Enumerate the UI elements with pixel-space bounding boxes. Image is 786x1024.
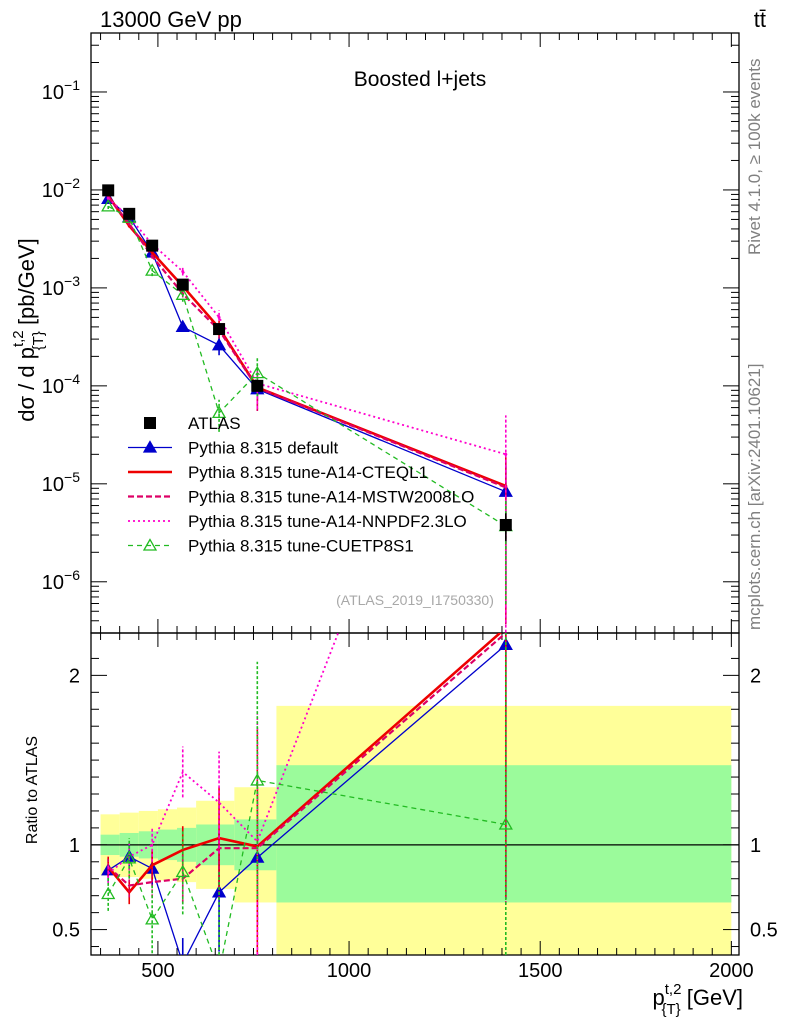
y-tick-label: 10−4 bbox=[42, 371, 80, 398]
analysis-watermark: (ATLAS_2019_I1750330) bbox=[336, 592, 494, 608]
ratio-point bbox=[145, 912, 160, 925]
legend-label: Pythia 8.315 tune-A14-NNPDF2.3LO bbox=[188, 512, 467, 531]
header-right: tt̄ bbox=[754, 7, 766, 32]
legend-data-marker bbox=[144, 417, 156, 429]
rivet-label: Rivet 4.1.0, ≥ 100k events bbox=[745, 59, 764, 255]
series-point bbox=[211, 337, 227, 351]
series-point bbox=[106, 196, 110, 200]
y-tick-mantissa: 10 bbox=[42, 278, 64, 300]
ratio-point bbox=[175, 864, 190, 878]
x-tick-label: 500 bbox=[141, 960, 174, 982]
y-tick-mantissa: 10 bbox=[42, 180, 64, 202]
legend: ATLAS Pythia 8.315 default Pythia 8.315 tu… bbox=[128, 414, 474, 556]
data-point bbox=[102, 184, 115, 197]
ratio-y-tick-label-left: 0.5 bbox=[52, 920, 80, 942]
ratio-y-tick-label-right: 2 bbox=[750, 665, 761, 687]
y-tick-mantissa: 10 bbox=[42, 474, 64, 496]
y-tick-mantissa: 10 bbox=[42, 82, 64, 104]
series-point bbox=[181, 270, 185, 274]
chart-title: Boosted l+jets bbox=[354, 68, 487, 91]
mcplots-label: mcplots.cern.ch [arXiv:2401.10621] bbox=[745, 364, 764, 630]
series-point bbox=[175, 319, 190, 333]
main-series-clipped bbox=[101, 184, 513, 633]
xlabel-main: p bbox=[653, 985, 665, 1010]
series-point bbox=[217, 315, 221, 319]
y-tick-exponent: −2 bbox=[64, 175, 80, 191]
ratio-series-3 bbox=[107, 633, 340, 955]
data-point bbox=[146, 239, 159, 252]
legend-label: Pythia 8.315 default bbox=[188, 439, 339, 458]
ratio-y-tick-label-right: 1 bbox=[750, 835, 761, 857]
series-point bbox=[150, 250, 154, 254]
series-point bbox=[150, 254, 154, 258]
legend-marker bbox=[142, 440, 158, 453]
ylabel-sup: t,2 bbox=[10, 330, 27, 347]
y-tick-label: 10−1 bbox=[42, 77, 80, 104]
data-point bbox=[251, 379, 264, 392]
ylabel-main: dσ / d p bbox=[14, 347, 39, 422]
series-point bbox=[127, 222, 131, 226]
ratio-ylabel: Ratio to ATLAS bbox=[24, 736, 41, 844]
data-points bbox=[102, 184, 512, 542]
data-point bbox=[123, 207, 136, 220]
series-point bbox=[145, 263, 160, 276]
series-point bbox=[175, 287, 190, 300]
ratio-series-clipped bbox=[101, 633, 513, 977]
y-tick-exponent: −4 bbox=[64, 371, 80, 387]
ratio-point bbox=[213, 966, 225, 977]
series-1 bbox=[106, 194, 508, 623]
y-tick-exponent: −5 bbox=[64, 469, 80, 485]
ratio-bands bbox=[100, 705, 732, 955]
ylabel-sub: {T} bbox=[30, 331, 47, 350]
y-tick-label: 10−2 bbox=[42, 175, 80, 202]
x-tick-label: 1500 bbox=[518, 960, 563, 982]
x-axis-label: pt,2 {T} [GeV] bbox=[653, 981, 743, 1018]
data-point bbox=[499, 518, 512, 531]
series-point bbox=[250, 365, 265, 379]
band-green bbox=[276, 765, 732, 903]
legend-label: Pythia 8.315 tune-CUETP8S1 bbox=[188, 537, 414, 556]
y-tick-mantissa: 10 bbox=[42, 572, 64, 594]
y-tick-label: 10−3 bbox=[42, 273, 80, 300]
legend-label: Pythia 8.315 tune-A14-MSTW2008LO bbox=[188, 488, 474, 507]
ratio-series bbox=[101, 633, 513, 977]
ratio-y-tick-label-left: 1 bbox=[69, 835, 80, 857]
y-tick-exponent: −6 bbox=[64, 567, 80, 583]
legend-label: ATLAS bbox=[188, 414, 241, 433]
data-point bbox=[176, 278, 189, 291]
ratio-point bbox=[122, 851, 137, 864]
series-line bbox=[107, 197, 507, 456]
series-3 bbox=[106, 196, 508, 633]
ratio-y-tick-label-right: 0.5 bbox=[750, 920, 778, 942]
main-ylabel: dσ / d pt,2 {T} [pb/GeV] bbox=[10, 238, 47, 422]
data-point bbox=[213, 323, 226, 336]
xlabel-unit: [GeV] bbox=[681, 985, 743, 1010]
series-point bbox=[211, 405, 227, 419]
svg-text:dσ / d pt,2{T} [pb/GeV]: dσ / d pt,2 {T} [pb/GeV] bbox=[10, 238, 47, 422]
series-point bbox=[101, 199, 116, 212]
x-tick-label: 2000 bbox=[709, 960, 754, 982]
y-tick-label: 10−6 bbox=[42, 567, 80, 594]
xlabel-sub: {T} bbox=[661, 1001, 680, 1018]
y-tick-label: 10−5 bbox=[42, 469, 80, 496]
x-tick-label: 1000 bbox=[327, 960, 372, 982]
legend-marker bbox=[142, 538, 158, 551]
ylabel-unit: [pb/GeV] bbox=[14, 238, 39, 331]
ratio-point bbox=[101, 886, 116, 900]
y-tick-exponent: −3 bbox=[64, 273, 80, 289]
ratio-point bbox=[177, 957, 189, 968]
ratio-point bbox=[250, 773, 265, 786]
header-left: 13000 GeV pp bbox=[100, 7, 242, 32]
ratio-point bbox=[498, 817, 513, 830]
ratio-series-4 bbox=[101, 633, 513, 977]
main-series bbox=[101, 184, 513, 633]
y-tick-exponent: −1 bbox=[64, 77, 80, 93]
legend-label: Pythia 8.315 tune-A14-CTEQL1 bbox=[188, 463, 428, 482]
y-tick-mantissa: 10 bbox=[42, 376, 64, 398]
xlabel-sup: t,2 bbox=[665, 981, 682, 998]
ratio-y-tick-label-left: 2 bbox=[69, 665, 80, 687]
series-point bbox=[504, 452, 508, 456]
